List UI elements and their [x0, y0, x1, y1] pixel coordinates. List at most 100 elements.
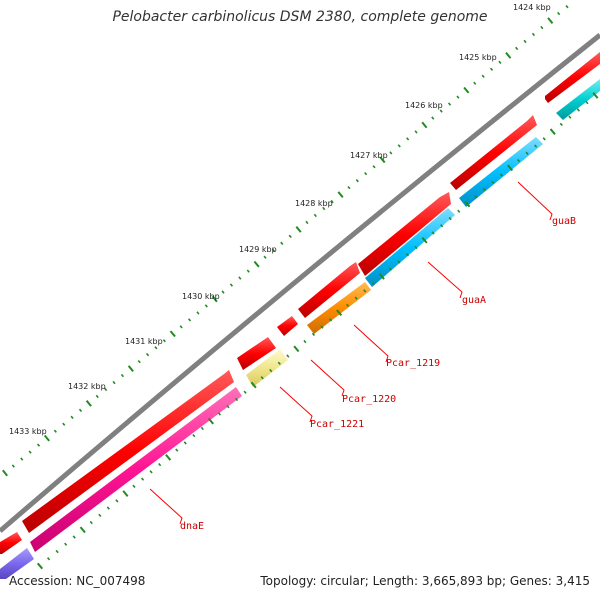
- minor-tick: [474, 195, 478, 199]
- ruler-outer-ticks: [2, 4, 569, 477]
- minor-tick: [154, 346, 158, 350]
- minor-tick: [534, 144, 538, 148]
- minor-tick: [179, 325, 183, 329]
- minor-tick: [145, 352, 150, 357]
- gene-label-pcar-1220[interactable]: Pcar_1220: [342, 394, 396, 405]
- kbp-label: 1433 kbp: [9, 427, 47, 436]
- major-tick: [336, 309, 343, 316]
- minor-tick: [280, 241, 284, 246]
- minor-tick: [303, 339, 307, 344]
- minor-tick: [11, 464, 15, 468]
- minor-tick: [372, 165, 376, 169]
- minor-tick: [234, 397, 239, 402]
- gene-label-pcar-1219[interactable]: Pcar_1219: [386, 358, 440, 369]
- minor-tick: [89, 520, 93, 525]
- minor-tick: [414, 130, 418, 134]
- minor-tick: [565, 4, 569, 9]
- minor-tick: [271, 248, 276, 252]
- minor-tick: [288, 234, 292, 239]
- minor-tick: [187, 318, 192, 322]
- kbp-label: 1426 kbp: [405, 101, 443, 110]
- cds-arrow: [0, 532, 22, 554]
- gene-label-pcar-1221[interactable]: Pcar_1221: [310, 419, 364, 430]
- leader-line: [427, 261, 463, 299]
- major-tick: [337, 191, 344, 198]
- major-tick: [122, 490, 129, 497]
- minor-tick: [192, 433, 196, 438]
- minor-tick: [120, 373, 125, 378]
- minor-tick: [269, 368, 273, 373]
- topology-summary: Topology: circular; Length: 3,665,893 bp…: [260, 574, 590, 588]
- minor-tick: [498, 60, 502, 65]
- minor-tick: [473, 81, 477, 85]
- minor-tick: [106, 506, 110, 510]
- minor-tick: [313, 213, 317, 218]
- minor-tick: [137, 359, 141, 364]
- minor-tick: [305, 220, 309, 225]
- minor-tick: [363, 289, 367, 293]
- minor-tick: [149, 470, 153, 474]
- major-tick: [169, 330, 176, 338]
- minor-tick: [132, 484, 136, 489]
- minor-tick: [576, 108, 581, 112]
- minor-tick: [277, 361, 281, 365]
- minor-tick: [183, 441, 187, 445]
- minor-tick: [226, 405, 230, 409]
- minor-tick: [397, 144, 401, 148]
- gene-teal: [556, 79, 600, 120]
- minor-tick: [491, 180, 495, 185]
- gene-label-guab[interactable]: guaB: [552, 216, 576, 227]
- minor-tick: [112, 380, 116, 385]
- minor-tick: [559, 122, 563, 127]
- major-tick: [253, 260, 260, 268]
- kbp-label: 1430 kbp: [182, 292, 220, 301]
- kbp-label: 1429 kbp: [239, 245, 277, 254]
- major-tick: [165, 454, 172, 461]
- minor-tick: [448, 216, 452, 221]
- minor-tick: [95, 394, 99, 399]
- minor-tick: [311, 332, 316, 337]
- cds-arrow: [277, 316, 298, 336]
- label-leaders: [149, 181, 553, 525]
- minor-tick: [217, 412, 222, 416]
- minor-tick: [440, 224, 444, 228]
- kbp-label: 1428 kbp: [295, 199, 333, 208]
- gene-label-dnae[interactable]: dnaE: [180, 521, 204, 532]
- major-tick: [43, 434, 50, 442]
- minor-tick: [354, 296, 358, 300]
- major-tick: [250, 381, 257, 389]
- major-tick: [463, 86, 470, 94]
- minor-tick: [200, 426, 204, 431]
- leader-line: [353, 324, 389, 363]
- gene-guab-lower: [459, 137, 543, 207]
- minor-tick: [260, 376, 264, 380]
- minor-tick: [523, 39, 527, 44]
- minor-tick: [115, 499, 119, 503]
- gene-label-guaa[interactable]: guaA: [462, 295, 486, 306]
- kbp-label: 1424 kbp: [513, 3, 551, 12]
- minor-tick: [364, 171, 368, 176]
- major-tick: [85, 400, 92, 407]
- major-tick: [464, 200, 471, 208]
- minor-tick: [447, 102, 452, 106]
- minor-tick: [347, 185, 351, 190]
- major-tick: [2, 469, 8, 477]
- major-tick: [295, 226, 302, 233]
- minor-tick: [482, 187, 487, 192]
- major-tick: [379, 156, 386, 164]
- minor-tick: [481, 74, 485, 78]
- minor-tick: [431, 116, 435, 120]
- major-tick: [36, 562, 44, 570]
- major-tick: [207, 417, 214, 425]
- minor-tick: [499, 173, 504, 177]
- kbp-label: 1431 kbp: [125, 337, 163, 346]
- minor-tick: [516, 158, 521, 163]
- major-tick: [549, 128, 556, 135]
- major-tick: [507, 164, 514, 172]
- minor-tick: [525, 151, 529, 156]
- major-tick: [378, 273, 385, 280]
- minor-tick: [330, 199, 334, 204]
- minor-tick: [36, 443, 41, 447]
